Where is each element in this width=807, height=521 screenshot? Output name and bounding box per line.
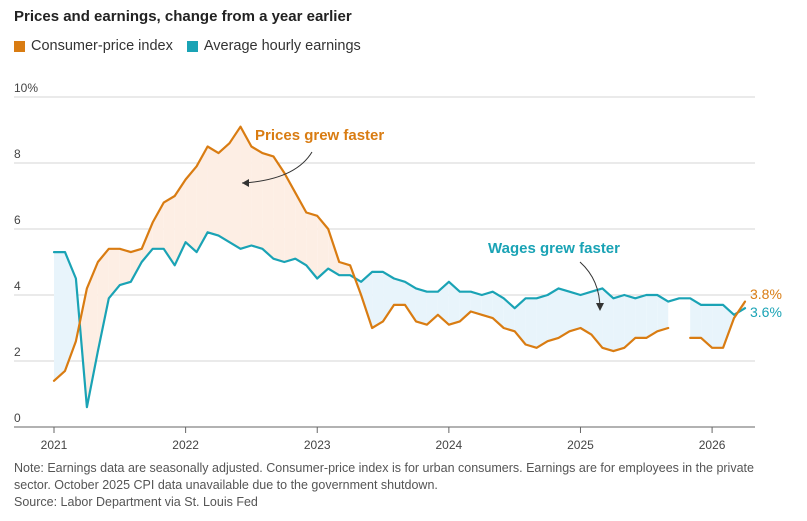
fill-prices-faster xyxy=(262,153,274,259)
annotation-wages-grew-faster: Wages grew faster xyxy=(488,240,620,257)
x-tick-label-2024: 2024 xyxy=(436,438,463,452)
y-tick-label-4: 4 xyxy=(14,279,21,293)
fill-wages-faster xyxy=(536,295,548,348)
fill-prices-faster xyxy=(317,215,329,279)
fill-prices-faster xyxy=(229,126,241,249)
fill-wages-faster xyxy=(361,271,373,328)
fill-prices-faster xyxy=(273,156,285,262)
fill-wages-faster xyxy=(394,278,405,305)
fill-wages-faster xyxy=(404,281,416,322)
fill-wages-faster xyxy=(415,288,427,325)
difference-fill xyxy=(54,126,745,408)
fill-wages-faster xyxy=(613,295,625,352)
y-tick-label-10: 10% xyxy=(14,81,38,95)
wages-series-line xyxy=(52,231,747,409)
fill-wages-faster xyxy=(712,304,724,348)
fill-wages-faster xyxy=(591,288,603,348)
fill-wages-faster xyxy=(690,298,702,338)
fill-wages-faster xyxy=(558,288,570,338)
fill-prices-faster xyxy=(251,146,263,249)
y-tick-label-8: 8 xyxy=(14,147,21,161)
footer-note: Note: Earnings data are seasonally adjus… xyxy=(14,461,754,492)
cpi-end-label: 3.8% xyxy=(750,286,782,302)
annotation-prices-grew-faster: Prices grew faster xyxy=(255,127,384,144)
fill-wages-faster xyxy=(657,295,669,332)
fill-wages-faster xyxy=(723,304,735,348)
fill-wages-faster xyxy=(701,304,713,348)
fill-wages-faster xyxy=(372,271,384,328)
x-tick-label-2021: 2021 xyxy=(41,438,68,452)
fill-wages-faster xyxy=(646,295,658,338)
fill-wages-faster xyxy=(459,291,471,322)
fill-wages-faster xyxy=(624,295,636,348)
fill-prices-faster xyxy=(240,126,252,249)
legend-label-wages: Average hourly earnings xyxy=(203,38,361,54)
fill-wages-faster xyxy=(492,291,504,328)
legend-label-cpi: Consumer-price index xyxy=(31,38,173,54)
legend-swatch-cpi xyxy=(14,40,25,52)
fill-prices-faster xyxy=(174,179,186,266)
y-tick-label-6: 6 xyxy=(14,213,21,227)
fill-wages-faster xyxy=(525,298,537,348)
x-tick-label-2023: 2023 xyxy=(304,438,331,452)
chart-footer: Note: Earnings data are seasonally adjus… xyxy=(14,460,794,511)
fill-wages-faster xyxy=(635,295,647,338)
annotation-prices-arrowhead xyxy=(242,179,249,187)
chart-legend: Consumer-price index Average hourly earn… xyxy=(14,38,375,54)
annotation-wages-arrowhead xyxy=(596,303,604,311)
fill-wages-faster xyxy=(481,291,493,319)
fill-prices-faster xyxy=(86,262,98,408)
fill-prices-faster xyxy=(108,248,120,299)
fill-wages-faster xyxy=(547,288,559,342)
x-tick-label-2026: 2026 xyxy=(699,438,726,452)
fill-prices-faster xyxy=(152,202,164,249)
fill-wages-faster xyxy=(569,291,581,332)
fill-wages-faster xyxy=(448,281,460,325)
fill-wages-faster xyxy=(580,291,592,335)
footer-source: Source: Labor Department via St. Louis F… xyxy=(14,495,258,509)
wages-end-label: 3.6% xyxy=(750,304,782,320)
fill-prices-faster xyxy=(306,212,318,279)
x-tick-label-2025: 2025 xyxy=(567,438,594,452)
fill-wages-faster xyxy=(54,252,65,381)
fill-prices-faster xyxy=(163,196,175,266)
fill-prices-faster xyxy=(284,172,296,262)
fill-wages-faster xyxy=(64,252,76,371)
legend-item-wages: Average hourly earnings xyxy=(186,38,361,54)
fill-prices-faster xyxy=(295,192,307,266)
fill-prices-faster xyxy=(119,248,131,286)
annotation-prices-arrow xyxy=(241,151,313,184)
chart-title: Prices and earnings, change from a year … xyxy=(14,8,352,25)
fill-prices-faster xyxy=(130,248,142,282)
fill-prices-faster xyxy=(207,146,219,236)
cpi-series-line xyxy=(52,125,670,382)
fill-prices-faster xyxy=(218,143,230,243)
legend-item-cpi: Consumer-price index xyxy=(14,38,173,54)
fill-wages-faster xyxy=(602,288,614,352)
fill-wages-faster xyxy=(470,291,482,315)
legend-swatch-wages xyxy=(186,40,198,52)
cpi-series-line-1 xyxy=(689,300,747,349)
y-tick-label-0: 0 xyxy=(14,411,21,425)
fill-prices-faster xyxy=(185,166,197,253)
x-tick-label-2022: 2022 xyxy=(172,438,199,452)
y-tick-label-2: 2 xyxy=(14,345,21,359)
fill-prices-faster xyxy=(196,146,208,253)
fill-prices-faster xyxy=(97,248,109,352)
fill-wages-faster xyxy=(437,281,449,325)
